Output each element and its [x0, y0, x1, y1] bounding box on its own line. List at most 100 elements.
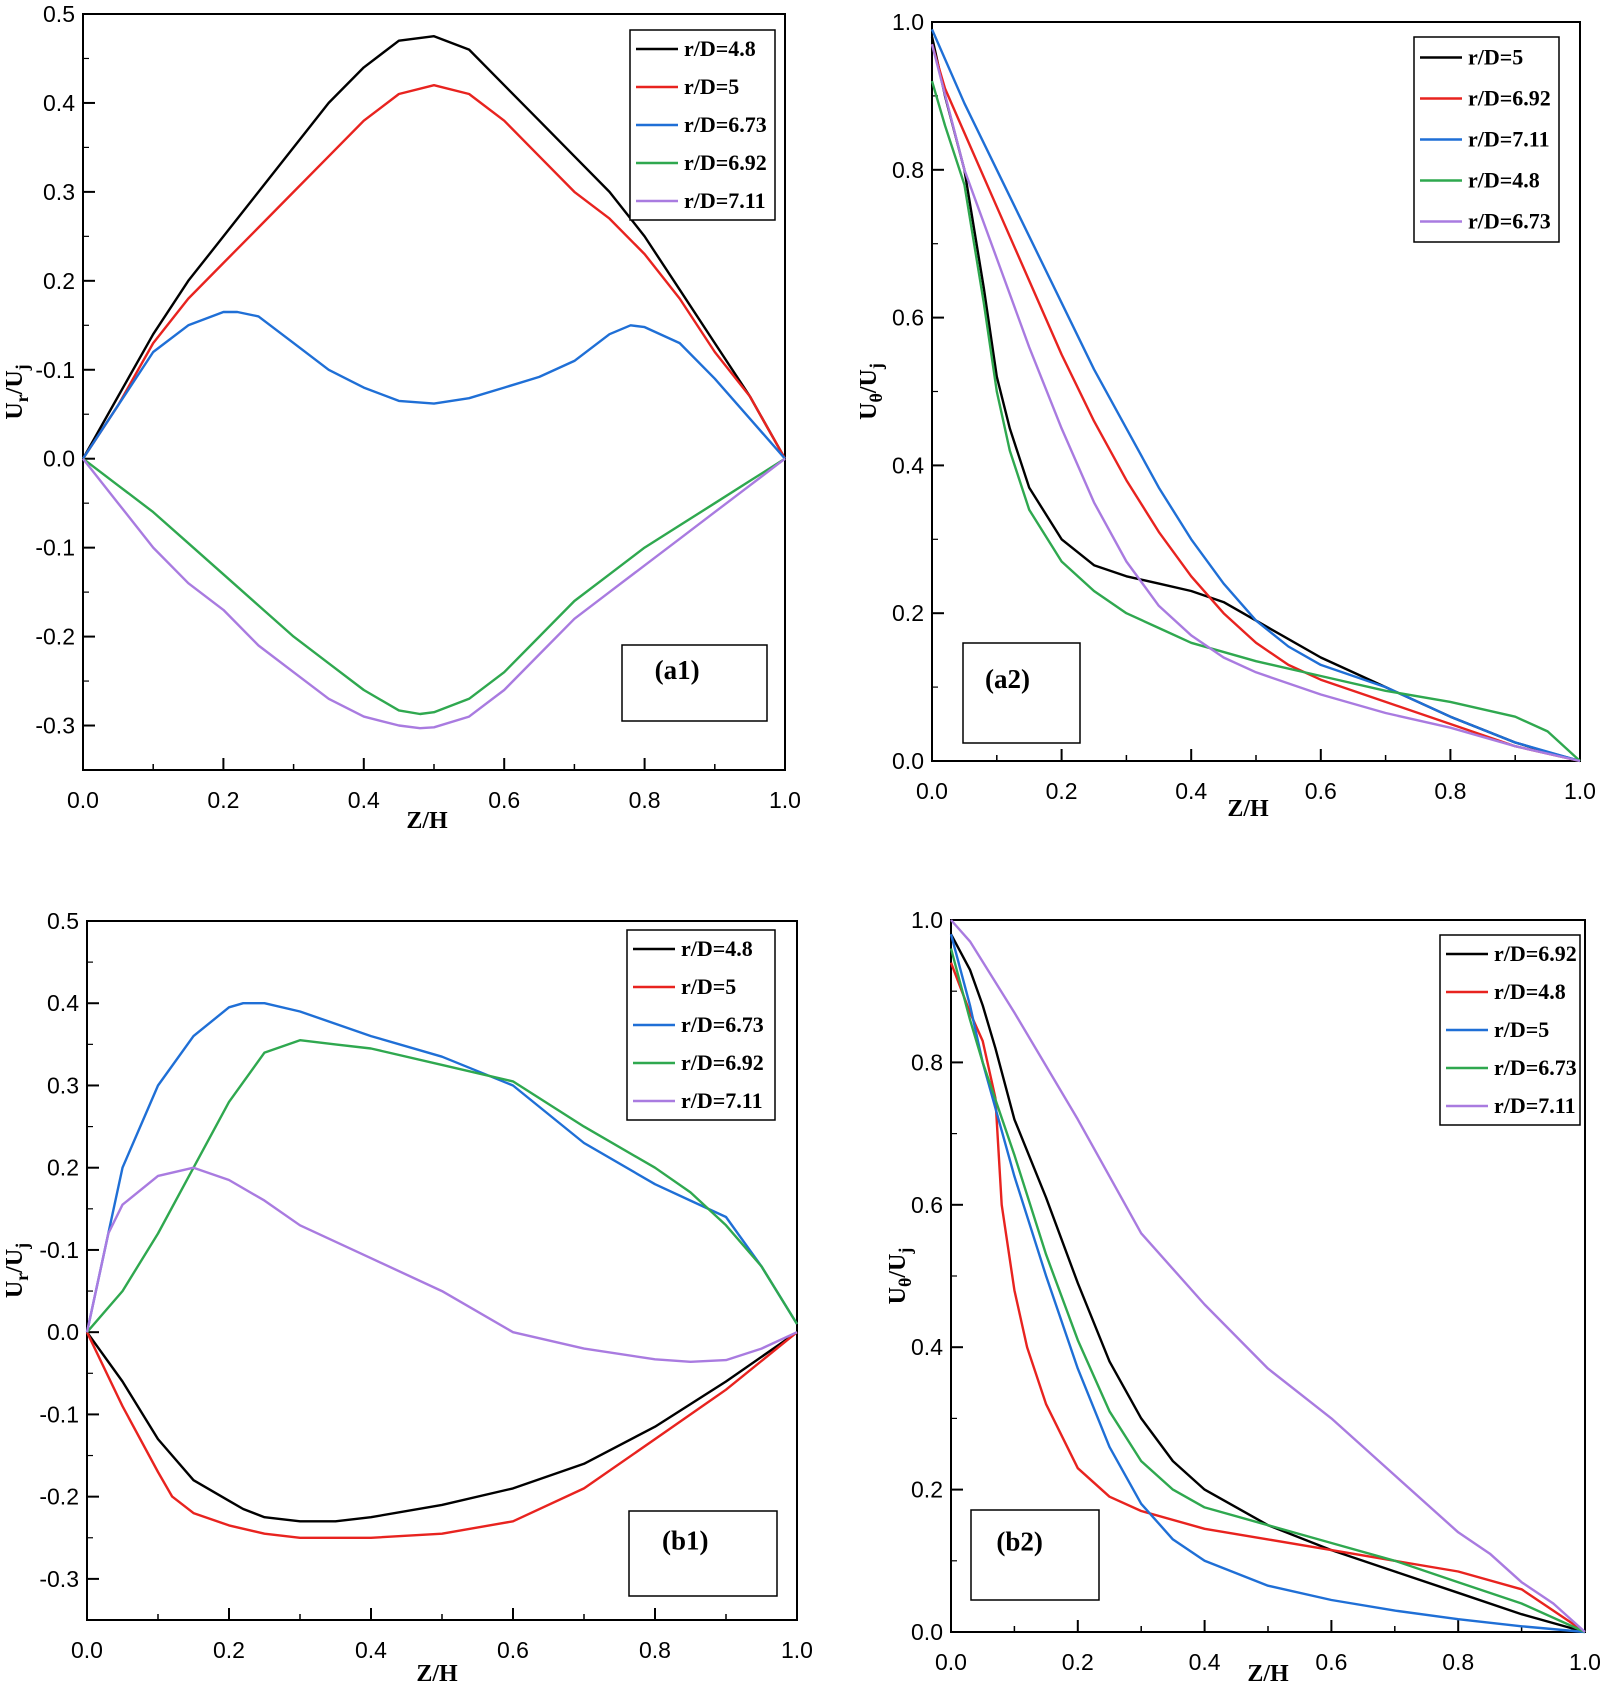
- series-line-5: [82, 457, 786, 730]
- x-axis-title: Z/H: [416, 1661, 458, 1686]
- legend-label: r/D=6.92: [1494, 941, 1577, 966]
- x-tick-label: 0.2: [213, 1637, 245, 1663]
- legend-label: r/D=7.11: [684, 188, 766, 213]
- x-tick-label: 0.6: [1315, 1649, 1347, 1675]
- x-tick-label: 0.2: [1046, 778, 1078, 804]
- legend-label: r/D=7.11: [1494, 1093, 1576, 1118]
- y-tick-label: 1.0: [911, 907, 943, 933]
- panel-a2: 0.0 0.2 0.4 0.6 0.8 1.0 1.0 0.8 0.6 0.4 0.2 0.0 Z/H U…: [856, 9, 1596, 822]
- series-line-2: [930, 43, 1581, 763]
- y-tick-label: 0.2: [47, 1155, 79, 1181]
- y-tick-label: -0.1: [39, 1401, 79, 1427]
- panel-b2: 0.0 0.2 0.4 0.6 0.8 1.0 1.0 0.8 0.6 0.4 0.2 0.0 Z/H U…: [885, 907, 1601, 1686]
- legend: r/D=4.8 r/D=5 r/D=6.73 r/D=6.92 r/D=7.11: [629, 29, 776, 221]
- series-line-4: [949, 948, 1586, 1634]
- series-line-4: [930, 80, 1581, 762]
- series-line-3: [930, 28, 1581, 763]
- y-tick-label: -0.2: [35, 624, 75, 650]
- x-tick-label: 0.8: [1442, 1649, 1474, 1675]
- series-line-2: [85, 1331, 798, 1539]
- x-tick-label: 0.8: [639, 1637, 671, 1663]
- y-tick-label: 0.8: [892, 157, 924, 183]
- x-tick-label: 0.0: [71, 1637, 103, 1663]
- x-tick-label: 0.4: [1175, 778, 1207, 804]
- panel-label-box: [621, 644, 768, 722]
- x-tick-label: 0.2: [207, 787, 239, 813]
- x-tick-label: 1.0: [1564, 778, 1596, 804]
- x-axis-title: Z/H: [406, 808, 448, 834]
- panel-label: (a1): [655, 655, 700, 685]
- y-tick-label: 0.4: [892, 452, 924, 478]
- legend: r/D=6.92 r/D=4.8 r/D=5 r/D=6.73 r/D=7.11: [1439, 934, 1581, 1126]
- y-axis-title: Ur/Uj: [2, 1243, 32, 1298]
- legend-label: r/D=6.73: [684, 112, 767, 137]
- legend-label: r/D=5: [681, 974, 736, 999]
- y-tick-label: 0.6: [892, 305, 924, 331]
- legend-label: r/D=7.11: [681, 1088, 763, 1113]
- series-line-1: [86, 1331, 798, 1523]
- y-tick-label: 0.6: [911, 1192, 943, 1218]
- y-axis-title: Uθ/Uj: [856, 363, 886, 420]
- x-tick-label: 0.6: [488, 787, 520, 813]
- y-tick-label: 0.4: [43, 90, 75, 116]
- series-line-5: [950, 919, 1586, 1633]
- y-tick-label: 0.2: [892, 600, 924, 626]
- series-line-3: [81, 310, 786, 460]
- y-axis-title: Ur/Uj: [2, 364, 32, 419]
- series-line-2: [81, 84, 787, 460]
- y-tick-label: -0.1: [35, 535, 75, 561]
- y-tick-label: 0.0: [47, 1319, 79, 1345]
- x-tick-label: 0.2: [1062, 1649, 1094, 1675]
- series-line-5: [85, 1166, 798, 1363]
- y-tick-label: 0.8: [911, 1049, 943, 1075]
- panel-label: (b2): [996, 1527, 1043, 1557]
- panel-label-box: [628, 1510, 778, 1597]
- series-line-1: [81, 35, 787, 460]
- y-tick-label: 0.4: [911, 1334, 943, 1360]
- y-tick-label: -0.1: [35, 357, 75, 383]
- legend-label: r/D=4.8: [681, 936, 753, 961]
- x-tick-label: 0.8: [1434, 778, 1466, 804]
- x-tick-label: 0.4: [355, 1637, 387, 1663]
- panel-label: (a2): [985, 664, 1030, 694]
- legend-label: r/D=4.8: [684, 36, 756, 61]
- y-tick-label: -0.2: [39, 1484, 79, 1510]
- legend-label: r/D=5: [1494, 1017, 1549, 1042]
- series-line-1: [949, 933, 1586, 1634]
- y-tick-label: 0.5: [43, 1, 75, 27]
- legend-label: r/D=6.73: [681, 1012, 764, 1037]
- series-line-4: [86, 1039, 799, 1333]
- legend-label: r/D=5: [1468, 45, 1523, 70]
- y-tick-label: 0.3: [43, 179, 75, 205]
- panel-a1: 0.0 0.2 0.4 0.6 0.8 1.0 0.5 0.4 0.3 0.2 -0.1 0.0 -0.…: [2, 1, 801, 834]
- y-tick-label: -0.1: [39, 1237, 79, 1263]
- panel-label-box: [970, 1509, 1100, 1601]
- x-tick-label: 0.8: [629, 787, 661, 813]
- x-tick-label: 0.4: [348, 787, 380, 813]
- y-tick-label: 0.5: [47, 908, 79, 934]
- legend-label: r/D=6.92: [1468, 86, 1551, 111]
- x-tick-label: 1.0: [1569, 1649, 1601, 1675]
- panel-label: (b1): [662, 1525, 709, 1555]
- legend-label: r/D=4.8: [1468, 168, 1540, 193]
- legend-label: r/D=6.92: [681, 1050, 764, 1075]
- y-tick-label: 0.2: [43, 268, 75, 294]
- legend-label: r/D=6.73: [1494, 1055, 1577, 1080]
- x-axis-title: Z/H: [1227, 796, 1269, 822]
- legend: r/D=5 r/D=6.92 r/D=7.11 r/D=4.8 r/D=6.73: [1413, 36, 1560, 243]
- x-axis-title: Z/H: [1247, 1661, 1289, 1686]
- legend-label: r/D=5: [684, 74, 739, 99]
- y-tick-label: 0.0: [911, 1619, 943, 1645]
- legend-label: r/D=4.8: [1494, 979, 1566, 1004]
- y-axis-title: Uθ/Uj: [885, 1248, 915, 1305]
- y-tick-label: 0.2: [911, 1477, 943, 1503]
- x-tick-label: 0.0: [935, 1649, 967, 1675]
- series-line-3: [85, 1002, 799, 1333]
- x-tick-label: 0.0: [67, 787, 99, 813]
- y-tick-label: 1.0: [892, 9, 924, 35]
- legend-label: r/D=7.11: [1468, 127, 1550, 152]
- y-tick-label: 0.4: [47, 990, 79, 1016]
- legend-label: r/D=6.73: [1468, 209, 1551, 234]
- y-tick-label: 0.0: [43, 446, 75, 472]
